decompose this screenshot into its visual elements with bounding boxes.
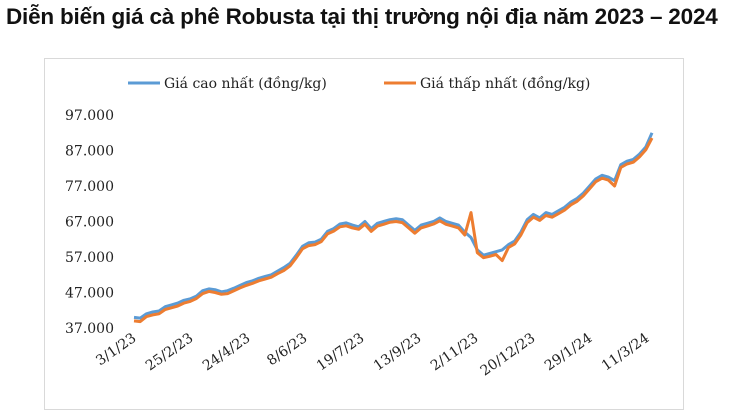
series-line-low bbox=[133, 137, 654, 324]
legend-label-low: Giá thấp nhất (đồng/kg) bbox=[420, 75, 590, 92]
legend-label-high: Giá cao nhất (đồng/kg) bbox=[164, 75, 327, 92]
y-tick-label: 97.000 bbox=[65, 108, 114, 124]
x-tick-label: 11/3/24 bbox=[599, 330, 652, 374]
y-tick-label: 47.000 bbox=[65, 286, 114, 302]
x-tick-label: 8/6/23 bbox=[264, 330, 310, 369]
series-lines bbox=[133, 132, 654, 324]
x-tick-label: 29/1/24 bbox=[542, 330, 595, 374]
x-tick-label: 19/7/23 bbox=[314, 330, 367, 374]
y-tick-label: 67.000 bbox=[65, 215, 114, 231]
x-tick-label: 13/9/23 bbox=[371, 330, 424, 374]
y-axis-ticks: 97.000 87.000 77.000 67.000 57.000 47.000 37.0… bbox=[65, 108, 114, 337]
y-tick-label: 77.000 bbox=[65, 179, 114, 195]
y-tick-label: 37.000 bbox=[65, 321, 114, 337]
chart-frame bbox=[44, 58, 684, 410]
page-title: Diễn biến giá cà phê Robusta tại thị trư… bbox=[6, 4, 718, 29]
legend: Giá cao nhất (đồng/kg) Giá thấp nhất (đồ… bbox=[128, 75, 590, 92]
x-tick-label: 20/12/23 bbox=[478, 330, 539, 379]
series-line-high bbox=[133, 132, 654, 320]
x-tick-label: 24/4/23 bbox=[200, 330, 253, 374]
x-axis-ticks: 3/1/23 25/2/23 24/4/23 8/6/23 19/7/23 13/9/23… bbox=[93, 330, 652, 379]
y-tick-label: 57.000 bbox=[65, 250, 114, 266]
x-tick-label: 25/2/23 bbox=[143, 330, 196, 374]
x-tick-label: 2/11/23 bbox=[428, 330, 481, 374]
y-tick-label: 87.000 bbox=[65, 144, 114, 160]
